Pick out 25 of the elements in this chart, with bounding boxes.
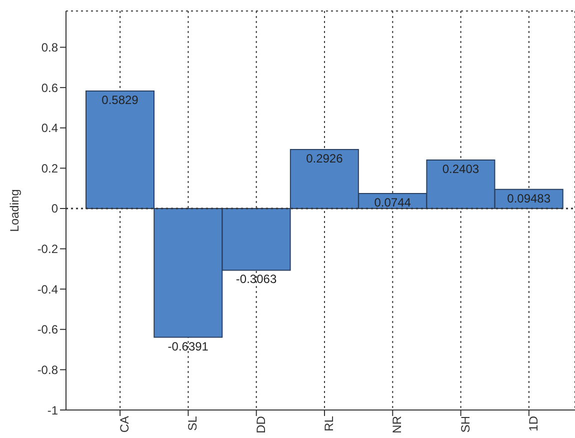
x-tick-label: DD <box>254 416 268 434</box>
x-tick-label: SH <box>458 416 472 433</box>
data-label: 0.2926 <box>306 152 344 166</box>
y-tick-label: -1 <box>47 403 58 418</box>
x-tick-label: CA <box>118 416 132 433</box>
y-tick-label: -0.6 <box>37 322 58 337</box>
x-tick-label: 1D <box>526 416 540 432</box>
x-tick-label: RL <box>322 416 336 432</box>
x-tick-label: SL <box>186 416 200 431</box>
x-tick-label: NR <box>390 416 404 434</box>
y-tick-label: -0.2 <box>37 242 58 256</box>
y-tick-label: 0.2 <box>41 161 58 176</box>
data-label: 0.2403 <box>442 162 480 176</box>
y-tick-label: 0.6 <box>41 80 58 95</box>
data-label: -0.6391 <box>168 339 209 354</box>
y-tick-label: 0.4 <box>41 121 58 136</box>
y-tick-label: -0.8 <box>37 362 58 377</box>
data-label: 0.09483 <box>507 191 551 206</box>
data-label: 0.0744 <box>374 195 412 210</box>
data-label: -0.3063 <box>236 272 277 286</box>
y-tick-label: 0.8 <box>41 40 58 55</box>
y-axis-title: Loading <box>7 189 22 232</box>
data-label: 0.5829 <box>102 93 139 108</box>
y-tick-label: 0 <box>51 202 58 216</box>
y-tick-label: -0.4 <box>37 282 58 296</box>
